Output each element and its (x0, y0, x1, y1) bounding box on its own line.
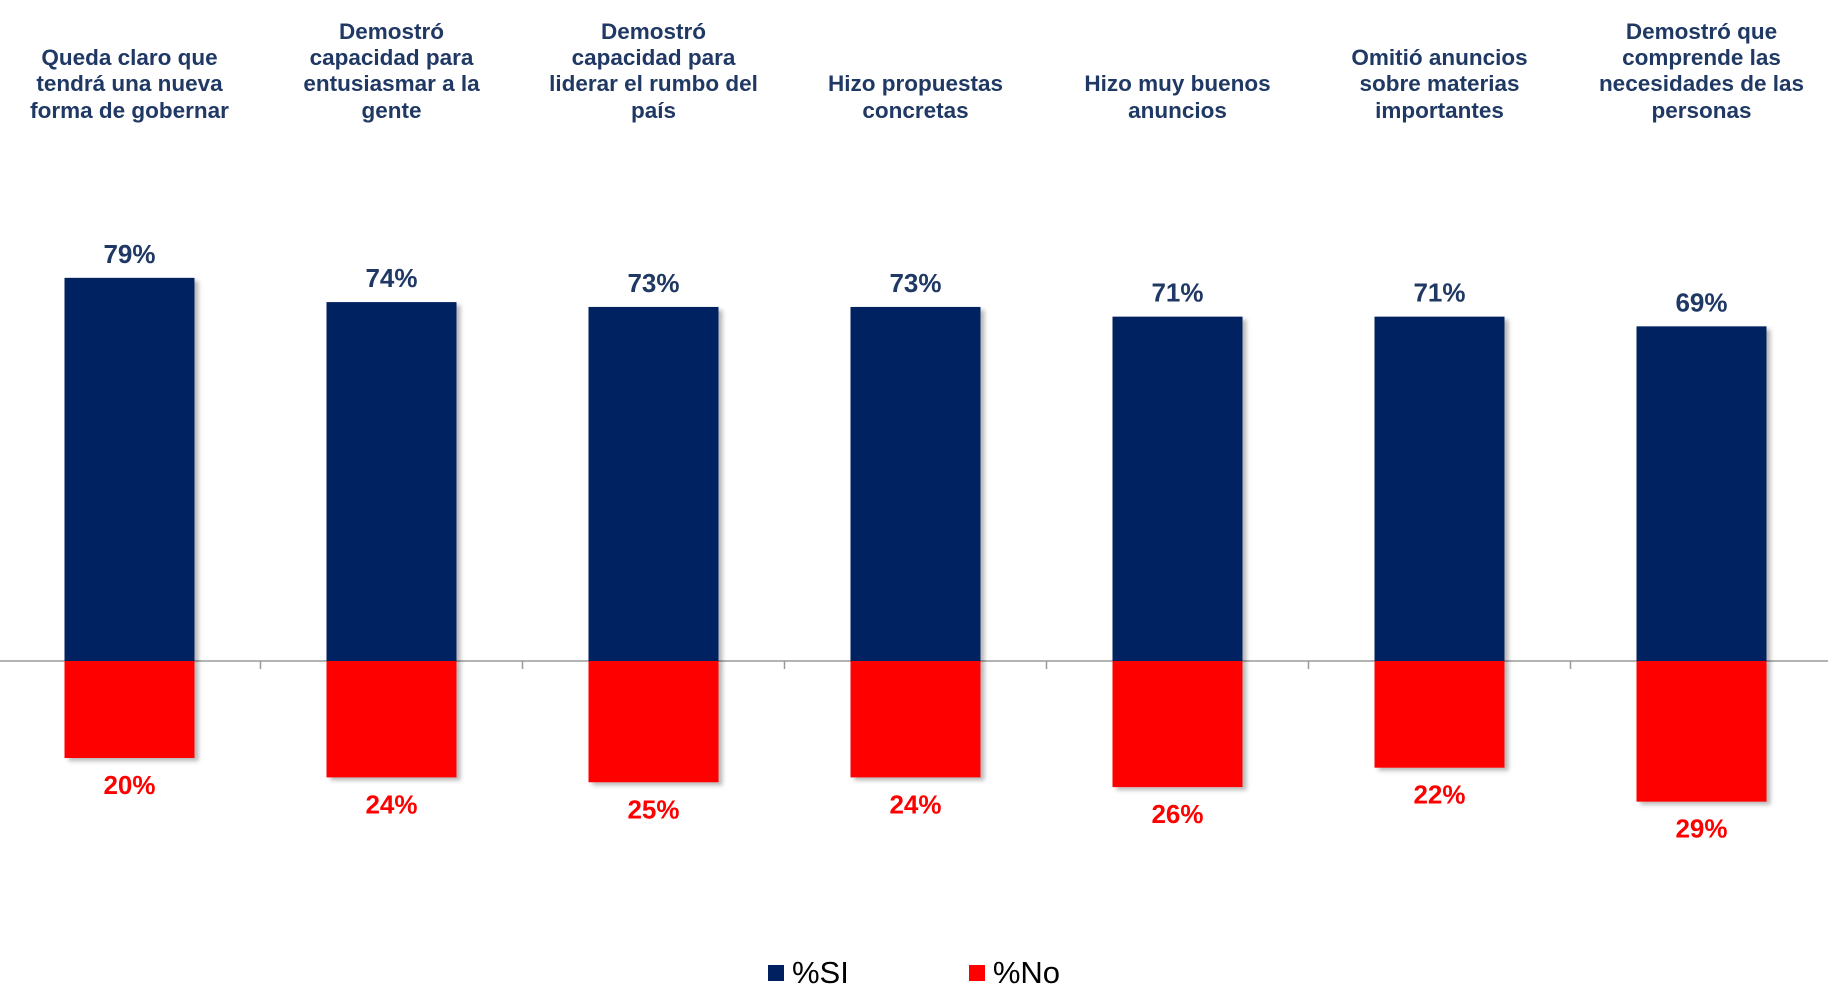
data-label-no: 29% (1675, 814, 1727, 844)
bar-si (326, 302, 457, 661)
data-label-si: 73% (889, 268, 941, 298)
data-label-no: 20% (103, 770, 155, 800)
data-label-si: 74% (365, 263, 417, 293)
legend-item-si: %SI (767, 955, 849, 991)
chart-legend: %SI %No (0, 955, 1828, 991)
category-label: Queda claro que tendrá una nueva forma d… (30, 45, 229, 123)
category-label: Omitió anuncios sobre materias important… (1351, 45, 1528, 123)
bar-no (1112, 661, 1243, 788)
category-label: Demostró que comprende las necesidades d… (1598, 18, 1805, 123)
category-label: Hizo propuestas concretas (827, 71, 1004, 123)
category-label: Demostró capacidad para entusiasmar a la… (303, 18, 480, 123)
data-label-no: 26% (1151, 799, 1203, 829)
bar-no (588, 661, 719, 783)
bar-no (326, 661, 457, 778)
category-label: Hizo muy buenos anuncios (1084, 71, 1271, 123)
legend-item-no: %No (968, 955, 1061, 991)
data-label-no: 24% (365, 789, 417, 819)
bar-no (1374, 661, 1505, 768)
data-label-si: 71% (1151, 278, 1203, 308)
legend-label-no: %No (992, 955, 1061, 990)
bar-si (850, 306, 981, 661)
data-label-si: 71% (1413, 278, 1465, 308)
legend-swatch-no (968, 965, 985, 981)
bar-si (1374, 316, 1505, 661)
data-label-si: 79% (103, 239, 155, 269)
data-label-no: 22% (1413, 780, 1465, 810)
bar-si (588, 306, 719, 661)
bar-no (850, 661, 981, 778)
bar-no (1636, 661, 1767, 802)
bar-si (64, 277, 195, 661)
bar-si (1636, 326, 1767, 661)
bar-si (1112, 316, 1243, 661)
data-label-no: 24% (889, 789, 941, 819)
legend-swatch-si (767, 965, 784, 981)
data-label-si: 73% (627, 268, 679, 298)
data-label-si: 69% (1675, 287, 1727, 317)
data-label-no: 25% (627, 794, 679, 824)
bar-no (64, 661, 195, 758)
legend-label-si: %SI (791, 955, 849, 990)
category-label: Demostró capacidad para liderar el rumbo… (549, 18, 758, 123)
